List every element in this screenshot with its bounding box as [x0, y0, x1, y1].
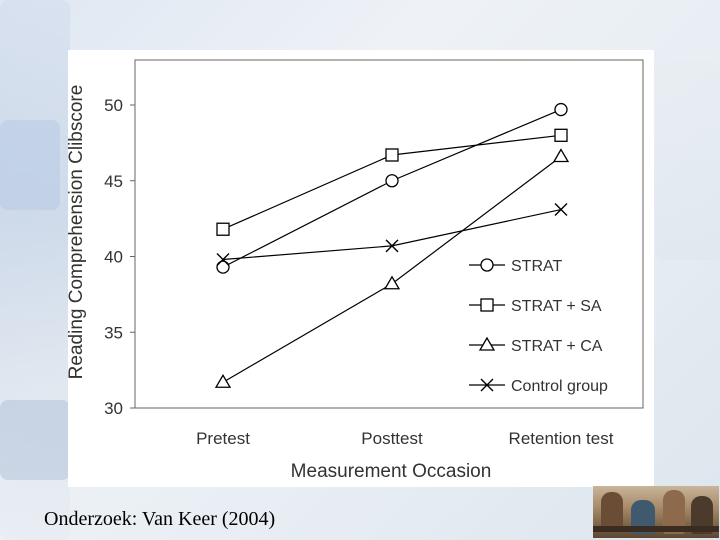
background-decoration: [0, 400, 70, 480]
data-point: [554, 128, 568, 142]
data-point: [554, 203, 568, 217]
x-tick-label: Posttest: [361, 429, 423, 448]
plot-frame: [134, 59, 644, 409]
source-caption: Onderzoek: Van Keer (2004): [44, 508, 276, 530]
background-decoration: [0, 0, 70, 540]
legend-marker: [480, 378, 494, 392]
classroom-photo: [593, 486, 719, 538]
data-point: [385, 148, 399, 162]
data-point: [552, 148, 570, 163]
x-tick-label: Retention test: [509, 429, 614, 448]
legend-label: STRAT + CA: [511, 338, 603, 355]
data-point: [214, 373, 232, 388]
x-tick-label: Pretest: [196, 429, 250, 448]
data-point: [385, 174, 399, 188]
y-tick-label: 35: [104, 323, 123, 342]
background-decoration: [0, 120, 60, 210]
line-chart: 30 35 40 45 50 Pretest Posttest Retention test M…: [68, 59, 644, 482]
data-point: [216, 222, 230, 236]
y-tick-label: 45: [104, 172, 123, 191]
series-line: [222, 208, 562, 261]
y-tick-label: 50: [104, 96, 123, 115]
legend-marker: [478, 336, 496, 351]
legend-label: Control group: [511, 378, 608, 395]
background-decoration: [655, 60, 720, 260]
data-point: [216, 253, 230, 267]
data-point: [385, 239, 399, 253]
x-axis-title: Measurement Occasion: [291, 461, 492, 482]
legend-label: STRAT + SA: [511, 298, 602, 315]
y-axis-title: Reading Comprehension Clibscore: [68, 85, 87, 380]
legend-marker: [480, 258, 494, 272]
chart-panel: 30 35 40 45 50 Pretest Posttest Retention test M…: [68, 50, 654, 487]
y-tick-label: 40: [104, 248, 123, 267]
data-point: [383, 275, 401, 290]
series-line: [222, 108, 562, 268]
legend-label: STRAT: [511, 258, 562, 275]
legend-marker: [480, 298, 494, 312]
data-point: [216, 260, 230, 274]
data-point: [554, 102, 568, 117]
y-tick-label: 30: [104, 399, 123, 418]
